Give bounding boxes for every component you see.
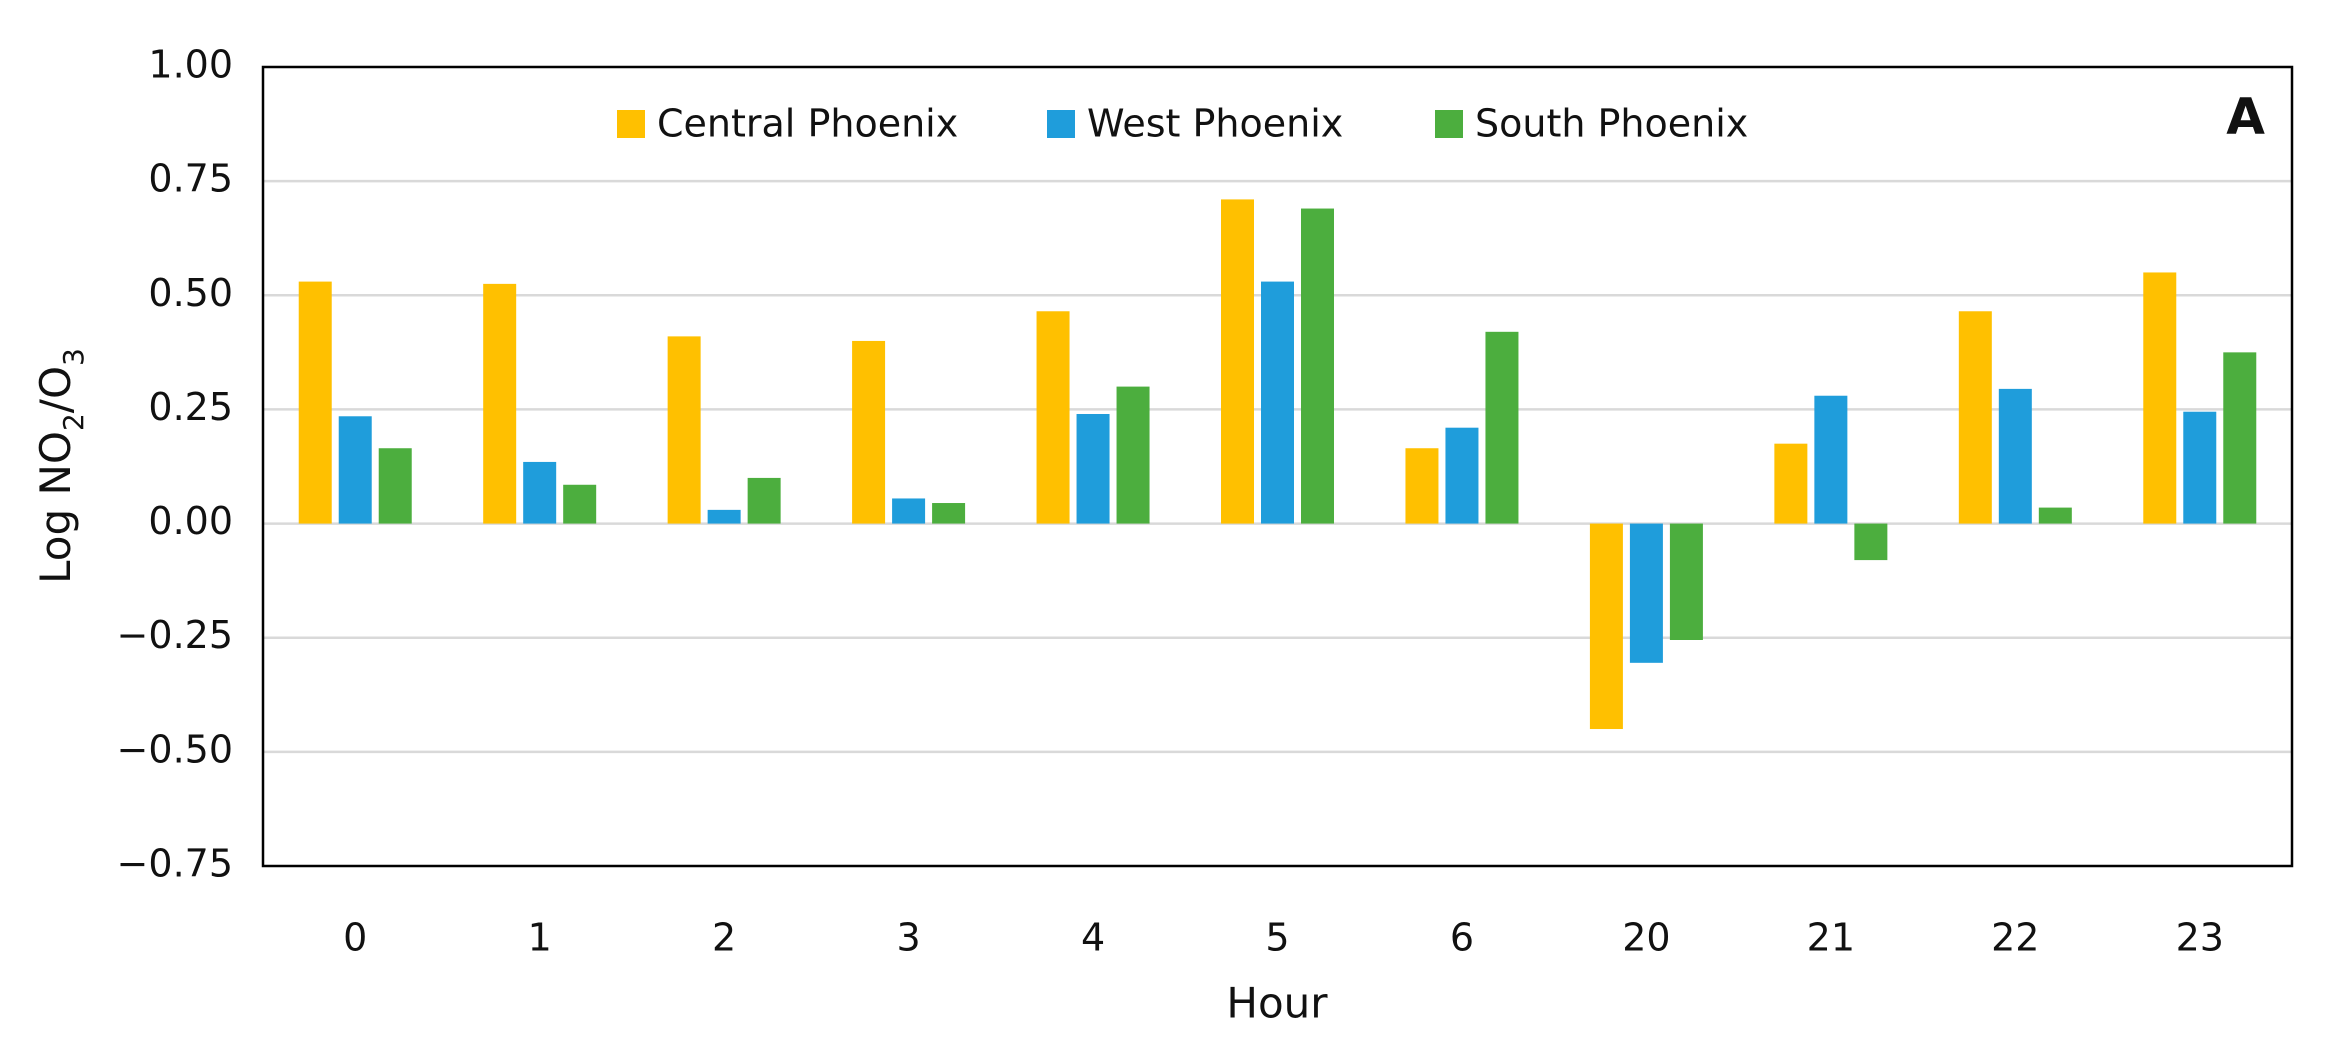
bar xyxy=(378,448,412,524)
legend-swatch xyxy=(1047,110,1075,138)
x-axis-label: Hour xyxy=(1226,979,1328,1028)
bar xyxy=(1485,331,1519,524)
bar xyxy=(1076,413,1110,524)
y-tick-label: 0.00 xyxy=(148,499,233,543)
bar xyxy=(1629,523,1663,663)
bar xyxy=(932,503,966,524)
bar xyxy=(1854,523,1888,561)
bar xyxy=(1405,448,1439,524)
bar xyxy=(2038,507,2072,524)
bar xyxy=(1301,208,1334,524)
bar xyxy=(563,484,597,524)
bar xyxy=(1958,311,1992,524)
bar xyxy=(1221,199,1254,524)
bar xyxy=(2183,411,2217,524)
bar xyxy=(1036,311,1070,524)
bar xyxy=(1445,427,1479,524)
y-tick-label: 0.75 xyxy=(148,157,233,201)
bar xyxy=(483,283,517,524)
bar xyxy=(1774,443,1808,524)
x-tick-label: 22 xyxy=(1991,916,2039,960)
legend-label: West Phoenix xyxy=(1087,102,1343,146)
legend-label: South Phoenix xyxy=(1475,102,1748,146)
x-tick-label: 21 xyxy=(1807,916,1855,960)
bar xyxy=(1116,386,1150,524)
x-tick-label: 3 xyxy=(896,916,920,960)
bar xyxy=(1998,388,2032,524)
x-tick-label: 1 xyxy=(528,916,552,960)
bar xyxy=(338,416,372,524)
y-tick-label: 0.25 xyxy=(148,385,233,429)
bar xyxy=(1669,523,1703,640)
x-tick-label: 0 xyxy=(343,916,367,960)
x-tick-label: 23 xyxy=(2176,916,2224,960)
bar xyxy=(747,477,781,524)
y-tick-label: −0.50 xyxy=(117,727,233,771)
x-tick-label: 6 xyxy=(1450,916,1474,960)
y-axis-label: Log NO2/O3 xyxy=(31,348,90,584)
x-tick-label: 2 xyxy=(712,916,736,960)
bar xyxy=(892,498,926,524)
bar xyxy=(2143,272,2177,524)
y-tick-label: −0.75 xyxy=(117,842,233,886)
legend-swatch xyxy=(617,110,645,138)
y-tick-label: −0.25 xyxy=(117,613,233,657)
legend-swatch xyxy=(1435,110,1463,138)
legend-label: Central Phoenix xyxy=(657,102,958,146)
bar xyxy=(523,461,557,524)
bar xyxy=(2223,352,2257,524)
y-tick-label: 1.00 xyxy=(148,43,233,87)
plot-border xyxy=(261,65,2294,868)
y-tick-label: 0.50 xyxy=(148,271,233,315)
bar xyxy=(1589,523,1623,730)
x-tick-label: 5 xyxy=(1265,916,1289,960)
bars xyxy=(298,199,2257,730)
bar xyxy=(1261,281,1294,524)
bar xyxy=(1814,395,1848,524)
panel-label: A xyxy=(2226,88,2265,146)
x-tick-label: 20 xyxy=(1622,916,1670,960)
bar xyxy=(667,336,701,524)
bar xyxy=(298,281,332,524)
x-tick-label: 4 xyxy=(1081,916,1105,960)
bar xyxy=(852,340,886,524)
bar xyxy=(707,509,741,524)
